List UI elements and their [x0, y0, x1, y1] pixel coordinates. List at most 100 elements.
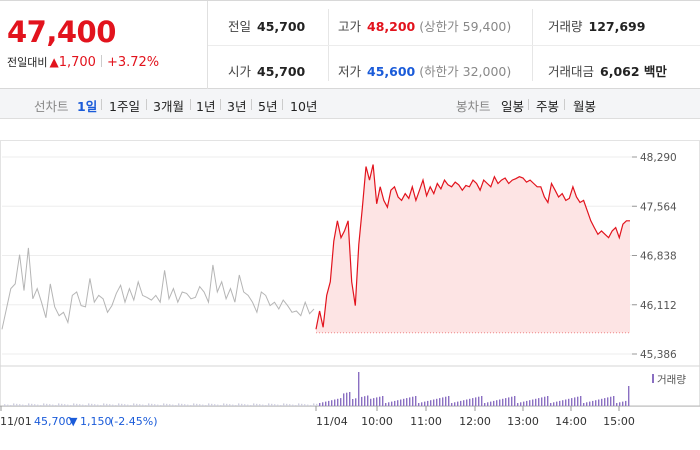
divider	[146, 99, 147, 110]
volume-bar	[517, 403, 519, 406]
volume-bar	[133, 403, 135, 406]
volume-bar	[625, 400, 627, 406]
x-tick-label: 11/01	[0, 415, 32, 428]
volume-bar	[172, 404, 174, 406]
volume-bar	[463, 400, 465, 406]
intraday-chart: 48,290 47,564 46,838 46,112 45,386 거래량 11/01 45…	[0, 140, 700, 428]
volume-bar	[124, 404, 126, 406]
volume-bar	[265, 405, 267, 406]
volume-bar	[328, 400, 330, 406]
volume-bar	[268, 403, 270, 406]
volume-legend-label: 거래량	[657, 374, 686, 386]
volume-bar	[373, 398, 375, 406]
volume-bar	[415, 396, 417, 406]
change-percent: +3.72%	[106, 55, 160, 70]
divider	[100, 55, 102, 67]
volume-bar	[421, 402, 423, 406]
volume-bar	[418, 403, 420, 406]
volume-bar	[481, 396, 483, 406]
volume-bar	[439, 398, 441, 406]
volume-bar	[142, 404, 144, 406]
volume-bar	[352, 399, 354, 406]
volume-bar	[304, 404, 306, 406]
price-summary: 47,400 전일대비 ▲1,700 +3.72%	[0, 1, 208, 89]
prev-day-line	[1, 247, 315, 330]
tab-daily-candle[interactable]: 일봉	[501, 99, 525, 114]
volume-bar	[55, 405, 57, 406]
volume-bar	[547, 396, 549, 406]
tab-5y[interactable]: 5년	[258, 99, 278, 114]
volume-bar	[187, 404, 189, 406]
volume-bar	[259, 404, 261, 406]
volume-bar	[319, 403, 321, 406]
tab-weekly-candle[interactable]: 주봉	[536, 99, 560, 114]
chart-period-tabs: 선차트 1일 1주일 3개월 1년 3년 5년 10년 봉차트 일봉 주봉 월봉	[0, 89, 700, 119]
volume-bar	[295, 405, 297, 406]
volume-bar	[475, 397, 477, 406]
volume-bar	[145, 405, 147, 406]
tab-monthly-candle[interactable]: 월봉	[573, 99, 597, 114]
volume-bar	[232, 404, 234, 406]
volume-bar	[250, 405, 252, 406]
stat-open: 시가 45,700	[228, 64, 306, 79]
price-change: 전일대비 ▲1,700 +3.72%	[7, 54, 159, 70]
volume-bar	[103, 403, 105, 406]
volume-bar	[628, 386, 630, 406]
volume-bar	[397, 400, 399, 406]
volume-bar	[97, 404, 99, 406]
x-tick-label: 15:00	[603, 415, 635, 428]
volume-bar	[562, 400, 564, 406]
tab-1d[interactable]: 1일	[77, 99, 98, 114]
volume-bar	[349, 392, 351, 406]
tab-10y[interactable]: 10년	[290, 99, 318, 114]
volume-bar	[217, 404, 219, 406]
volume-bar	[532, 399, 534, 406]
volume-bar	[73, 403, 75, 406]
volume-bar	[301, 403, 303, 406]
divider	[101, 99, 102, 110]
volume-bar	[91, 403, 93, 406]
volume-bar	[175, 405, 177, 406]
volume-bar	[181, 403, 183, 406]
volume-bar	[526, 400, 528, 406]
volume-bar	[178, 403, 180, 406]
volume-bar	[595, 400, 597, 406]
current-price: 47,400	[7, 15, 116, 49]
volume-bar	[367, 395, 369, 406]
volume-bar	[589, 401, 591, 406]
volume-bar	[136, 403, 138, 406]
volume-bar	[205, 405, 207, 406]
volume-bar	[106, 403, 108, 406]
tab-1y[interactable]: 1년	[196, 99, 216, 114]
volume-bar	[211, 403, 213, 406]
volume-bar	[190, 405, 192, 406]
volume-bar	[247, 404, 249, 406]
volume-bar	[499, 399, 501, 406]
volume-bar	[262, 404, 264, 406]
volume-bar	[37, 404, 39, 406]
stat-high: 고가 48,200 (상한가 59,400)	[338, 19, 512, 34]
line-chart-label: 선차트	[34, 99, 69, 114]
today-area-fill	[316, 164, 630, 333]
volume-bar	[556, 401, 558, 406]
divider	[282, 99, 283, 110]
volume-bar	[280, 405, 282, 406]
volume-bar	[610, 396, 612, 406]
x-tick-label: 13:00	[507, 415, 539, 428]
volume-bar	[139, 404, 141, 406]
volume-bar	[193, 403, 195, 406]
volume-bar	[592, 400, 594, 406]
volume-bar	[256, 403, 258, 406]
volume-bar	[583, 403, 585, 406]
tab-1w[interactable]: 1주일	[109, 99, 140, 114]
volume-bar	[28, 403, 30, 406]
volume-bar	[601, 398, 603, 406]
volume-bar	[76, 403, 78, 406]
volume-bar	[241, 403, 243, 406]
volume-bar	[148, 403, 150, 406]
volume-bar	[484, 403, 486, 406]
tab-3m[interactable]: 3개월	[153, 99, 184, 114]
volume-bar	[64, 404, 66, 406]
tab-3y[interactable]: 3년	[227, 99, 247, 114]
volume-bar	[535, 398, 537, 406]
